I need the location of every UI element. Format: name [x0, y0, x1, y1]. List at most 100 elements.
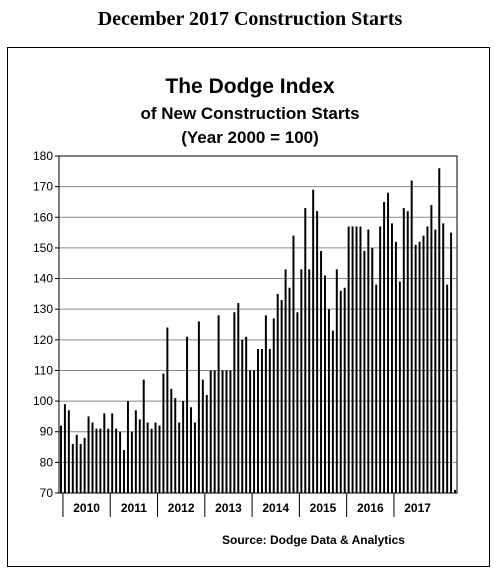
y-tick-label: 70 [40, 486, 54, 500]
bar [296, 312, 299, 493]
y-tick-label: 150 [33, 241, 53, 255]
bar [331, 330, 334, 493]
bar [264, 315, 267, 493]
bar [351, 226, 354, 494]
bar [272, 318, 275, 493]
bar [292, 235, 295, 493]
bar [138, 419, 141, 493]
y-tick-label: 110 [34, 363, 53, 377]
bar [402, 208, 405, 493]
bar [111, 413, 114, 493]
bar [213, 370, 216, 493]
bar [280, 299, 283, 493]
bar [75, 434, 78, 493]
bar [91, 422, 94, 493]
bar [63, 404, 66, 493]
bar [193, 422, 196, 493]
bar [438, 168, 441, 493]
bar [355, 226, 358, 494]
bar [260, 349, 263, 493]
bar [387, 192, 390, 493]
bar [245, 336, 248, 493]
bar [205, 394, 208, 493]
bar [343, 287, 346, 493]
bar [134, 410, 137, 493]
bar [257, 349, 259, 493]
bar [394, 241, 397, 493]
x-tick-label: 2013 [215, 501, 242, 515]
bar [146, 422, 149, 493]
bar [454, 489, 457, 493]
bar [442, 223, 445, 493]
y-tick-label: 120 [33, 333, 53, 347]
bar [123, 450, 126, 493]
bar [79, 443, 82, 493]
bar [339, 290, 342, 493]
bar [229, 370, 232, 493]
bar [197, 321, 200, 493]
bar [300, 269, 303, 493]
bar [237, 303, 240, 493]
page-title: December 2017 Construction Starts [97, 8, 403, 30]
bar [174, 398, 177, 493]
bar [327, 309, 330, 493]
y-tick-label: 130 [33, 302, 53, 316]
bar [371, 247, 374, 493]
bar [253, 370, 256, 493]
bar [410, 180, 413, 493]
bar [225, 370, 228, 493]
bar [320, 250, 323, 493]
x-tick-label: 2017 [404, 501, 431, 515]
bar [126, 401, 129, 493]
bar [375, 284, 378, 493]
bar [249, 370, 252, 493]
x-tick-label: 2011 [121, 501, 147, 515]
chart-subtitle-line-2: (Year 2000 = 100) [181, 128, 319, 147]
bar [162, 373, 165, 493]
bar [87, 416, 90, 493]
bar [312, 189, 315, 493]
x-tick-label: 2014 [262, 501, 289, 515]
y-tick-label: 80 [40, 455, 54, 469]
bar [166, 327, 169, 493]
bar [347, 226, 350, 494]
bar [71, 443, 74, 493]
bar [367, 229, 370, 493]
bar [383, 201, 386, 494]
chart-title: The Dodge Index [165, 75, 335, 98]
bar [95, 428, 98, 493]
bar [154, 422, 157, 493]
bar [316, 211, 319, 494]
bar [186, 336, 189, 493]
bar [426, 226, 429, 494]
bar [201, 379, 204, 493]
bar [107, 428, 110, 493]
bar [359, 226, 362, 494]
y-tick-label: 140 [33, 272, 53, 286]
bar [130, 431, 133, 493]
bar [390, 223, 393, 493]
bar [190, 407, 192, 493]
bar [430, 205, 433, 493]
bar [83, 437, 86, 493]
bar [170, 388, 173, 493]
bar [241, 339, 244, 493]
bar [288, 287, 291, 493]
bar [119, 431, 122, 493]
bar [284, 269, 287, 493]
y-tick-label: 160 [33, 210, 53, 224]
bar [418, 241, 421, 493]
bar [182, 401, 185, 493]
bar [178, 422, 181, 493]
bar [99, 428, 102, 493]
bar [398, 281, 401, 493]
bar [434, 229, 437, 493]
x-tick-label: 2012 [168, 501, 195, 515]
bar [233, 312, 236, 493]
bar [308, 269, 311, 493]
bar [450, 232, 453, 493]
bar [67, 410, 70, 493]
chart-source: Source: Dodge Data & Analytics [222, 533, 405, 547]
bar [324, 275, 326, 493]
